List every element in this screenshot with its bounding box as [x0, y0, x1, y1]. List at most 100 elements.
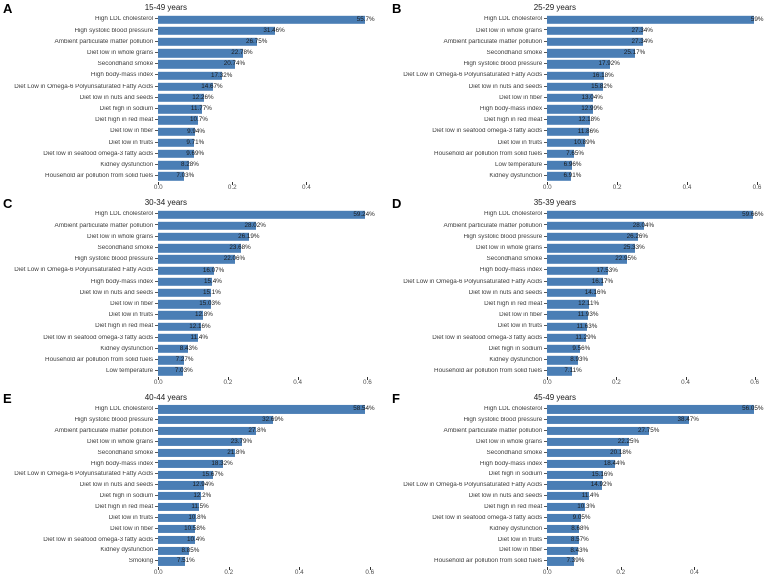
value-label: 17.32% — [211, 71, 233, 79]
value-label: 59.24% — [353, 210, 375, 218]
bar — [158, 60, 236, 69]
category-label-text: Diet high in red meat — [95, 323, 154, 330]
x-axis-spacer — [2, 567, 158, 578]
category-label: High systolic blood pressure — [391, 234, 548, 240]
bar-row: Ambient particulate matter pollution 27.8… — [2, 426, 383, 437]
y-tick-mark — [544, 175, 548, 177]
category-label: Diet Low in Omega-6 Polyunsaturated Fatt… — [391, 279, 548, 285]
bar — [158, 322, 201, 331]
y-tick-mark — [544, 418, 548, 420]
bar — [547, 37, 643, 47]
bar-row: High LDL cholesterol 55.7% — [2, 14, 383, 25]
x-tick-label: 0.2 — [611, 379, 621, 386]
category-label: Diet low in fiber — [2, 301, 159, 307]
value-label: 18.44% — [603, 459, 626, 467]
value-label: 8.57% — [570, 535, 589, 543]
y-tick-mark — [544, 85, 548, 87]
x-tick-label: 0.2 — [223, 379, 233, 386]
bar-track: 12.2% — [158, 491, 375, 502]
bar — [547, 535, 579, 544]
bar-row: Diet low in fruits 8.57% — [391, 534, 772, 545]
category-label-text: High body-mass index — [479, 460, 543, 467]
x-axis-ticks: 0.0 0.2 0.4 — [154, 182, 375, 193]
bar-track: 14.67% — [158, 81, 375, 92]
bar — [158, 288, 211, 298]
bar-row: Household air pollution from solid fuels… — [2, 171, 383, 182]
bar-track: 8.43% — [158, 343, 375, 354]
category-label-text: Ambient particulate matter pollution — [54, 428, 154, 434]
y-tick-mark — [544, 152, 548, 154]
x-tick-mark — [620, 567, 622, 570]
panel-A: A 15-49 years High LDL cholesterol 55.7% H… — [0, 0, 389, 195]
bar-track: 11.93% — [547, 310, 764, 321]
value-label: 28.02% — [244, 221, 266, 229]
category-label: Household air pollution from solid fuels — [2, 173, 159, 179]
y-tick-mark — [544, 462, 548, 464]
value-label: 8.93% — [570, 356, 589, 364]
value-label: 58.54% — [353, 405, 375, 413]
bar-track: 27.75% — [547, 426, 764, 437]
value-label: 11.4% — [581, 492, 600, 500]
category-label-text: Kidney dysfunction — [100, 345, 154, 352]
bar-row: Household air pollution from solid fuels… — [2, 355, 383, 366]
bar-row: Smoking 7.51% — [2, 556, 383, 567]
value-label: 20.74% — [223, 60, 246, 68]
y-tick-mark — [155, 175, 159, 177]
bar-track: 9.94% — [158, 126, 375, 137]
y-tick-mark — [155, 141, 159, 143]
category-label: Diet low in whole grains — [2, 439, 159, 445]
bar-rows: High LDL cholesterol 55.7% High systolic b… — [2, 14, 383, 182]
x-tick-label: 0.6 — [752, 184, 762, 191]
bar-row: Diet low in fiber 13.04% — [391, 92, 772, 103]
bar-row: Household air pollution from solid fuels… — [391, 366, 772, 377]
bar-track: 59.24% — [158, 209, 375, 220]
bar — [547, 416, 689, 425]
bar-track: 56.05% — [547, 404, 764, 415]
bar-row: Diet low in nuts and seeds 15.1% — [2, 287, 383, 298]
bar-row: High LDL cholesterol 59.24% — [2, 209, 383, 220]
value-label: 11.77% — [190, 105, 212, 113]
value-label: 12.18% — [578, 116, 600, 124]
bar-track: 15.4% — [158, 276, 375, 287]
bar — [547, 172, 572, 181]
category-label: Secondhand smoke — [2, 245, 159, 251]
bar-track: 26.19% — [158, 231, 375, 242]
bar-row: Diet low in fiber 10.58% — [2, 523, 383, 534]
y-tick-mark — [155, 473, 159, 475]
bar-track: 11.86% — [547, 126, 764, 137]
bar-row: Diet high in red meat 10.3% — [391, 502, 772, 513]
bar — [158, 15, 365, 24]
category-label: Diet low in fiber — [391, 312, 548, 318]
category-label-text: Diet low in fiber — [499, 94, 543, 101]
value-label: 27.34% — [631, 26, 653, 34]
bar-track: 12.11% — [547, 299, 764, 310]
bar — [547, 244, 635, 253]
panel-title: 45-49 years — [533, 393, 576, 402]
x-tick-label: 0.4 — [682, 184, 692, 191]
category-label-text: High LDL cholesterol — [94, 211, 154, 218]
bar-row: Diet high in sodium 12.2% — [2, 491, 383, 502]
bar — [547, 524, 580, 533]
bar-row: Diet low in nuts and seeds 12.94% — [2, 480, 383, 491]
y-tick-mark — [544, 302, 548, 304]
category-label: Diet high in sodium — [391, 346, 548, 352]
category-label-text: Ambient particulate matter pollution — [443, 428, 543, 434]
category-label-text: Diet high in red meat — [484, 301, 543, 308]
bar-row: Kidney dysfunction 8.43% — [2, 343, 383, 354]
y-tick-mark — [155, 130, 159, 132]
category-label-text: Diet high in sodium — [99, 106, 154, 113]
bar — [547, 71, 604, 80]
bar-track: 23.79% — [158, 437, 375, 448]
value-label: 20.18% — [610, 448, 632, 456]
panel-letter: E — [3, 391, 12, 406]
bar-row: Secondhand smoke 20.18% — [391, 447, 772, 458]
panel-title: 35-39 years — [533, 198, 576, 207]
x-tick-label: 0.6 — [750, 379, 760, 386]
bar-row: Diet low in nuts and seeds 12.26% — [2, 92, 383, 103]
x-tick-mark — [297, 377, 299, 380]
category-label: Diet high in red meat — [391, 117, 548, 123]
bar-track: 14.16% — [547, 287, 764, 298]
category-label: Diet low in nuts and seeds — [2, 290, 159, 296]
value-label: 15.4% — [204, 277, 222, 285]
y-tick-mark — [155, 280, 159, 282]
